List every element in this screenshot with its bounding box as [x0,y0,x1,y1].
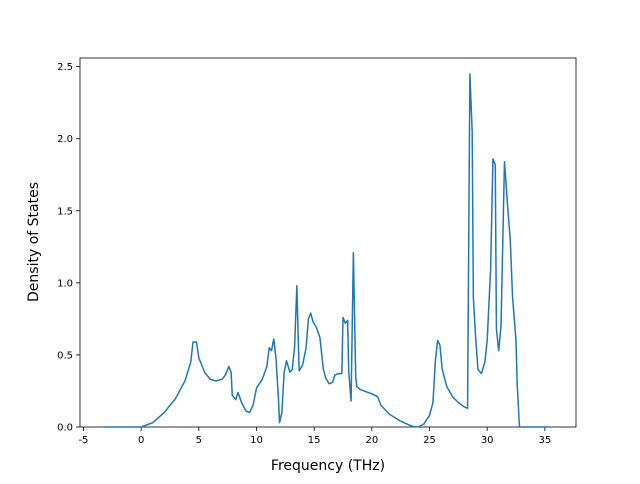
x-axis-label: Frequency (THz) [271,458,385,474]
y-tick-label: 0.0 [57,423,73,434]
x-tick-label: 30 [481,435,494,446]
x-tick-label: 20 [365,435,378,446]
data-line [104,73,549,428]
x-tick-label: 35 [538,435,551,446]
y-tick-label: 2.0 [57,134,73,145]
y-tick-label: 0.5 [57,350,73,361]
y-tick-label: 2.5 [57,62,73,73]
x-tick-label: 25 [423,435,436,446]
x-tick-label: -5 [78,435,88,446]
x-tick-label: 0 [138,435,144,446]
x-tick-label: 10 [250,435,263,446]
x-tick-label: 15 [308,435,321,446]
y-tick-label: 1.0 [57,278,73,289]
x-tick-label: 5 [196,435,202,446]
axes-frame [79,57,577,428]
y-tick-label: 1.5 [57,206,73,217]
y-axis-label: Density of States [26,182,42,302]
